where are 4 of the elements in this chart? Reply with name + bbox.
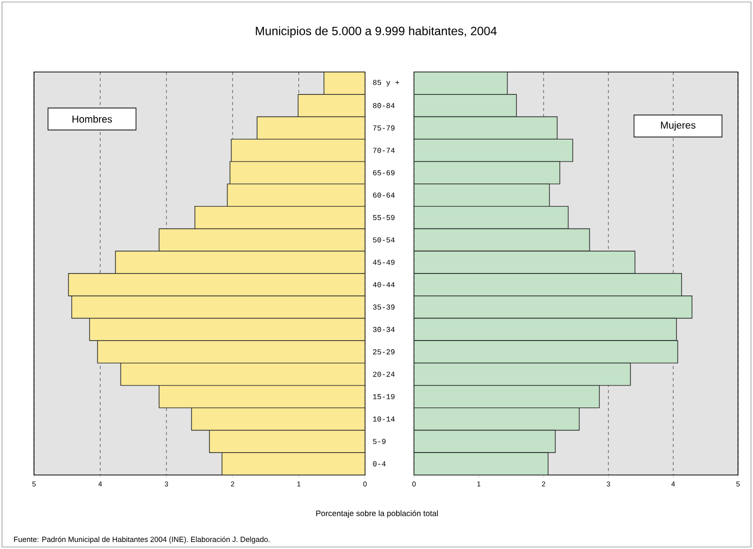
- x-axis-title: Porcentaje sobre la población total: [316, 510, 438, 518]
- text: Hombres: [72, 115, 112, 123]
- chart-title: Municipios de 5.000 a 9.999 habitantes, 2004: [256, 26, 497, 38]
- text: Mujeres: [661, 121, 696, 131]
